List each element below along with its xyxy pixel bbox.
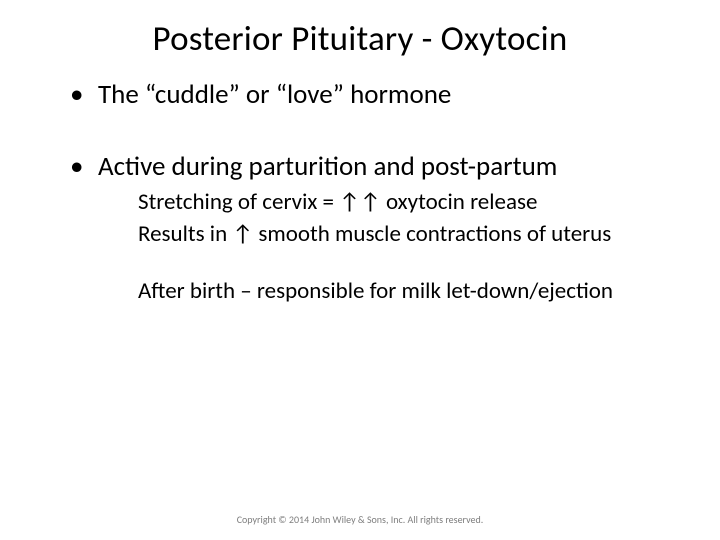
sub-item: After birth – responsible for milk let-d…: [138, 277, 680, 306]
copyright-text: Copyright © 2014 John Wiley & Sons, Inc.…: [0, 513, 720, 526]
slide: Posterior Pituitary - Oxytocin The “cudd…: [0, 0, 720, 540]
sub-list: Stretching of cervix = ↑↑ oxytocin relea…: [98, 188, 680, 306]
bullet-list: The “cuddle” or “love” hormone Active du…: [40, 78, 680, 306]
slide-title: Posterior Pituitary - Oxytocin: [40, 18, 680, 60]
sub-item: Results in ↑ smooth muscle contractions …: [138, 220, 680, 249]
bullet-item: Active during parturition and post-partu…: [70, 150, 680, 306]
bullet-text: The “cuddle” or “love” hormone: [98, 78, 451, 111]
bullet-text: Active during parturition and post-partu…: [98, 150, 557, 183]
sub-item: Stretching of cervix = ↑↑ oxytocin relea…: [138, 188, 680, 217]
bullet-item: The “cuddle” or “love” hormone: [70, 78, 680, 112]
